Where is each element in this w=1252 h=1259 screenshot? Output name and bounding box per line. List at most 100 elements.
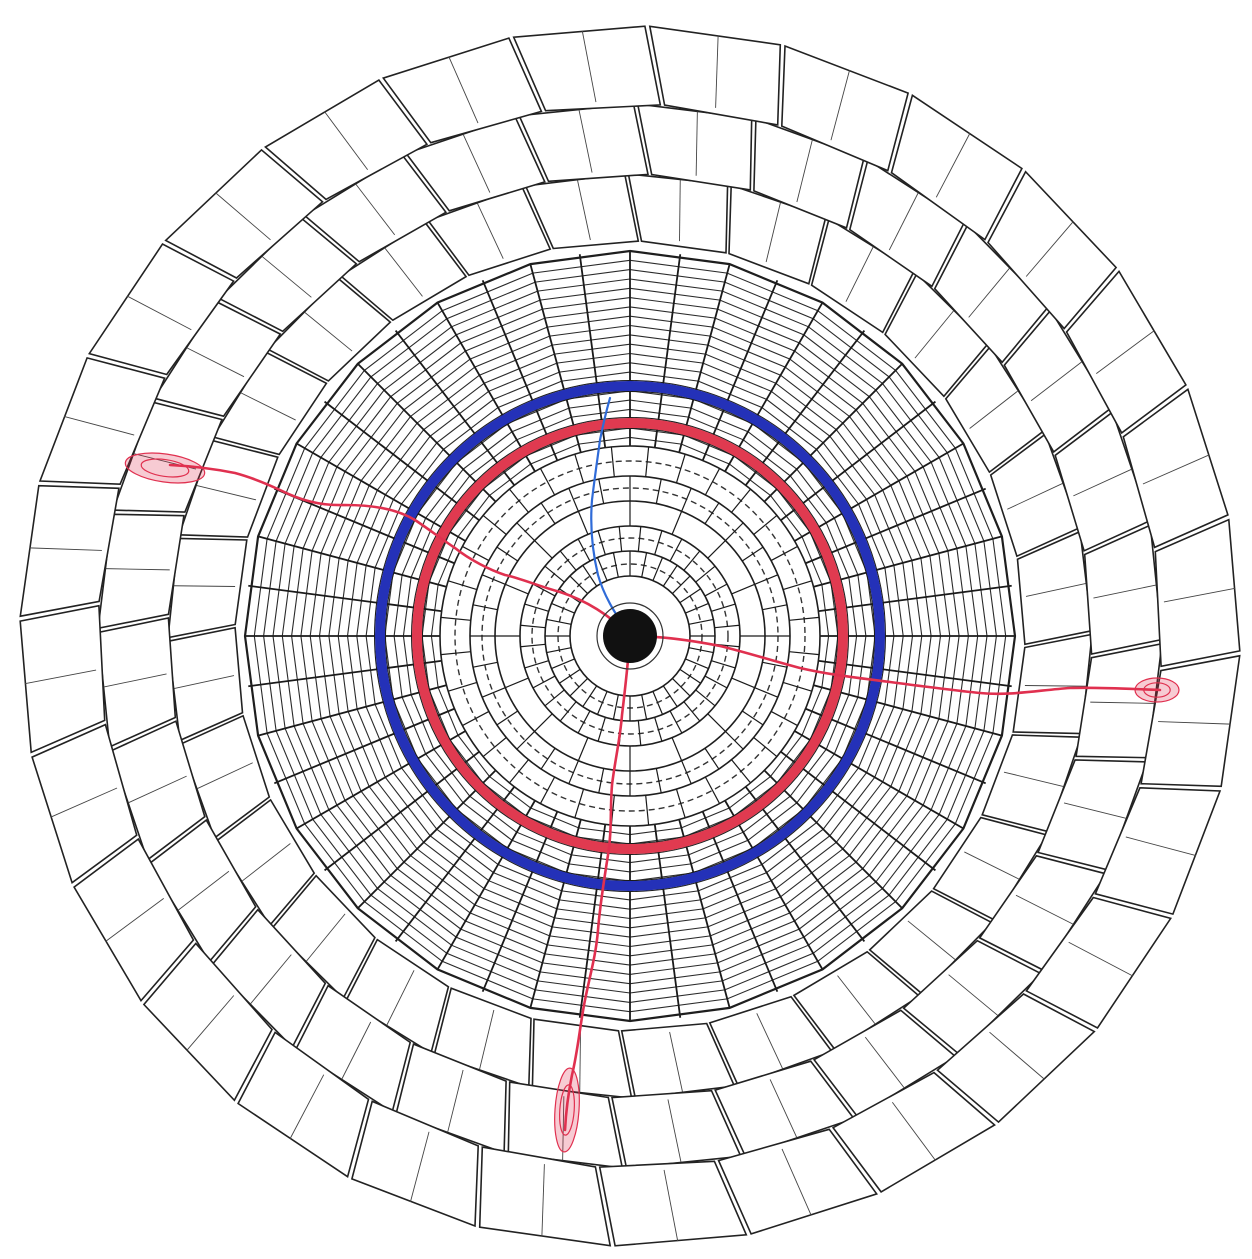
inner-spoke: [671, 511, 683, 535]
inner-spoke: [754, 687, 779, 698]
inner-spoke: [505, 583, 529, 595]
inner-spoke: [652, 691, 664, 715]
inner-spoke: [754, 574, 779, 585]
outer-cell-divider: [837, 975, 876, 1025]
outer-cell-divider: [969, 390, 1019, 429]
outer-cell: [1065, 270, 1187, 435]
outer-cell-divider: [386, 970, 415, 1026]
outer-cell-divider: [845, 246, 874, 302]
outer-cell-divider: [756, 1013, 784, 1070]
outer-cell-divider: [186, 347, 245, 378]
outer-cell: [648, 25, 782, 126]
inner-spoke: [731, 583, 755, 595]
outer-cell-divider: [173, 675, 235, 689]
outer-cell-divider: [476, 202, 504, 259]
outer-cell: [831, 1071, 996, 1193]
outer-cell: [1154, 518, 1241, 668]
outer-cell: [512, 25, 662, 112]
inner-spoke: [707, 713, 726, 732]
inner-spoke: [540, 502, 556, 525]
outer-cell: [350, 1100, 480, 1228]
outer-cell-divider: [1003, 771, 1064, 787]
outer-cell-divider: [907, 920, 956, 961]
track-upper-left-deposit-core: [140, 458, 190, 478]
track-blue-up: [590, 396, 632, 638]
outer-cell-divider: [261, 255, 312, 298]
outer-cell-divider: [577, 179, 591, 241]
outer-cell-divider: [1030, 361, 1083, 402]
outer-cell: [19, 484, 120, 618]
inner-spoke: [540, 747, 556, 770]
outer-cell-divider: [196, 762, 253, 790]
inner-spoke: [652, 557, 664, 581]
inner-spoke: [598, 768, 605, 794]
inner-spoke: [618, 526, 623, 552]
inner-spoke: [645, 795, 650, 826]
outer-cell-divider: [289, 1074, 325, 1140]
inner-spoke: [731, 677, 755, 689]
outer-cell-divider: [1158, 721, 1231, 725]
outer-cell-divider: [1007, 482, 1064, 510]
outer-cell: [73, 837, 195, 1002]
inner-spoke: [577, 538, 591, 562]
inner-spoke: [532, 583, 556, 597]
inner-spoke: [762, 661, 788, 668]
inner-spoke: [596, 691, 608, 715]
inner-spoke: [753, 737, 778, 757]
inner-spoke: [559, 550, 577, 571]
inner-spoke: [568, 487, 579, 512]
outer-cell: [167, 537, 248, 639]
outer-cell-divider: [781, 1148, 812, 1216]
outer-cell-divider: [384, 247, 423, 297]
outer-cell-divider: [1073, 468, 1133, 497]
inner-spoke: [577, 710, 591, 734]
inner-spoke: [770, 545, 798, 562]
outer-cell: [19, 604, 106, 754]
inner-spoke: [577, 511, 589, 535]
inner-spoke: [482, 515, 507, 535]
inner-spoke: [645, 446, 650, 477]
inner-spoke: [679, 588, 702, 604]
inner-spoke: [546, 618, 572, 625]
inner-spoke: [704, 583, 728, 597]
outer-cell: [987, 170, 1118, 330]
inner-spoke: [688, 618, 714, 625]
inner-spoke: [569, 678, 588, 697]
inner-spoke: [672, 575, 691, 594]
track-bottom-deposit-core: [559, 1084, 575, 1136]
beam-pipe-group: [596, 602, 664, 670]
outer-cell-divider: [341, 1021, 372, 1080]
outer-cell-divider: [241, 843, 291, 882]
inner-spoke: [440, 616, 471, 621]
inner-spoke: [669, 710, 683, 734]
track-right-deposit-core: [1143, 682, 1171, 698]
inner-spoke: [683, 550, 701, 571]
outer-cell-divider: [1090, 701, 1155, 704]
outer-cell: [88, 243, 235, 376]
inner-band-edge-outer: [411, 417, 849, 855]
track-upper-left: [168, 463, 632, 638]
inner-spoke: [655, 478, 662, 504]
inner-spoke: [509, 759, 529, 784]
inner-spoke: [753, 515, 778, 535]
outer-cell-divider: [669, 1031, 683, 1093]
inner-spoke: [539, 468, 556, 496]
outer-cell: [598, 1160, 748, 1247]
outer-cell-divider: [249, 954, 292, 1005]
inner-spoke: [704, 747, 720, 770]
inner-spoke: [725, 522, 744, 541]
inner-spoke: [641, 694, 648, 720]
outer-cell-divider: [24, 669, 97, 685]
inner-spoke: [462, 545, 490, 562]
track-right: [628, 634, 1162, 696]
outer-cell: [164, 148, 324, 279]
outer-cell-divider: [769, 1079, 798, 1139]
inner-spoke: [681, 487, 692, 512]
outer-cell: [1094, 786, 1222, 916]
outer-cell-divider: [215, 192, 271, 241]
outer-cell: [31, 723, 138, 885]
inner-spoke: [524, 660, 549, 669]
inner-spoke: [683, 701, 701, 722]
inner-spoke: [681, 760, 692, 785]
outer-cell-divider: [126, 295, 192, 331]
